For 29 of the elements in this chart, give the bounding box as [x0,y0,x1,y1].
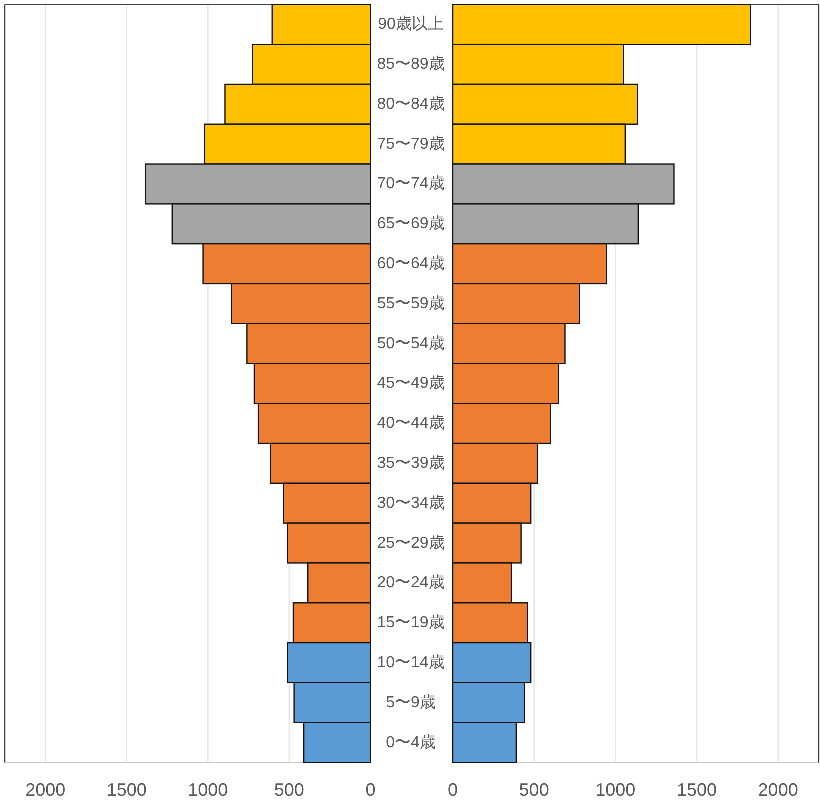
y-tick-label: 75〜79歳 [377,134,445,153]
y-tick-label: 65〜69歳 [377,214,445,233]
y-tick-label: 90歳以上 [378,15,444,34]
x-tick-label: 500 [519,780,550,800]
y-tick-label: 50〜54歳 [377,334,445,352]
x-tick-label: 2000 [758,780,798,800]
x-tick-label: 0 [448,780,458,800]
y-tick-label: 0〜4歳 [386,733,436,752]
y-tick-label: 45〜49歳 [377,374,445,392]
x-tick-label: 2000 [26,780,66,800]
x-tick-label: 1000 [596,780,636,800]
y-tick-label: 20〜24歳 [377,574,445,592]
y-tick-label: 85〜89歳 [377,55,445,74]
y-tick-label: 25〜29歳 [377,534,445,552]
y-tick-label: 60〜64歳 [377,254,445,273]
y-tick-label: 5〜9歳 [386,693,436,712]
y-tick-label: 70〜74歳 [377,174,445,193]
y-tick-label: 35〜39歳 [377,454,445,472]
y-tick-label: 15〜19歳 [377,614,445,632]
x-tick-label: 0 [366,780,376,800]
y-tick-label: 10〜14歳 [377,653,445,672]
y-tick-label: 30〜34歳 [377,494,445,512]
y-tick-label: 40〜44歳 [377,414,445,432]
x-tick-label: 500 [274,780,304,800]
x-tick-label: 1500 [106,780,147,800]
y-tick-label: 55〜59歳 [377,294,445,312]
x-tick-label: 1500 [676,780,718,800]
y-tick-label: 80〜84歳 [377,94,445,113]
x-tick-label: 1000 [188,780,228,800]
